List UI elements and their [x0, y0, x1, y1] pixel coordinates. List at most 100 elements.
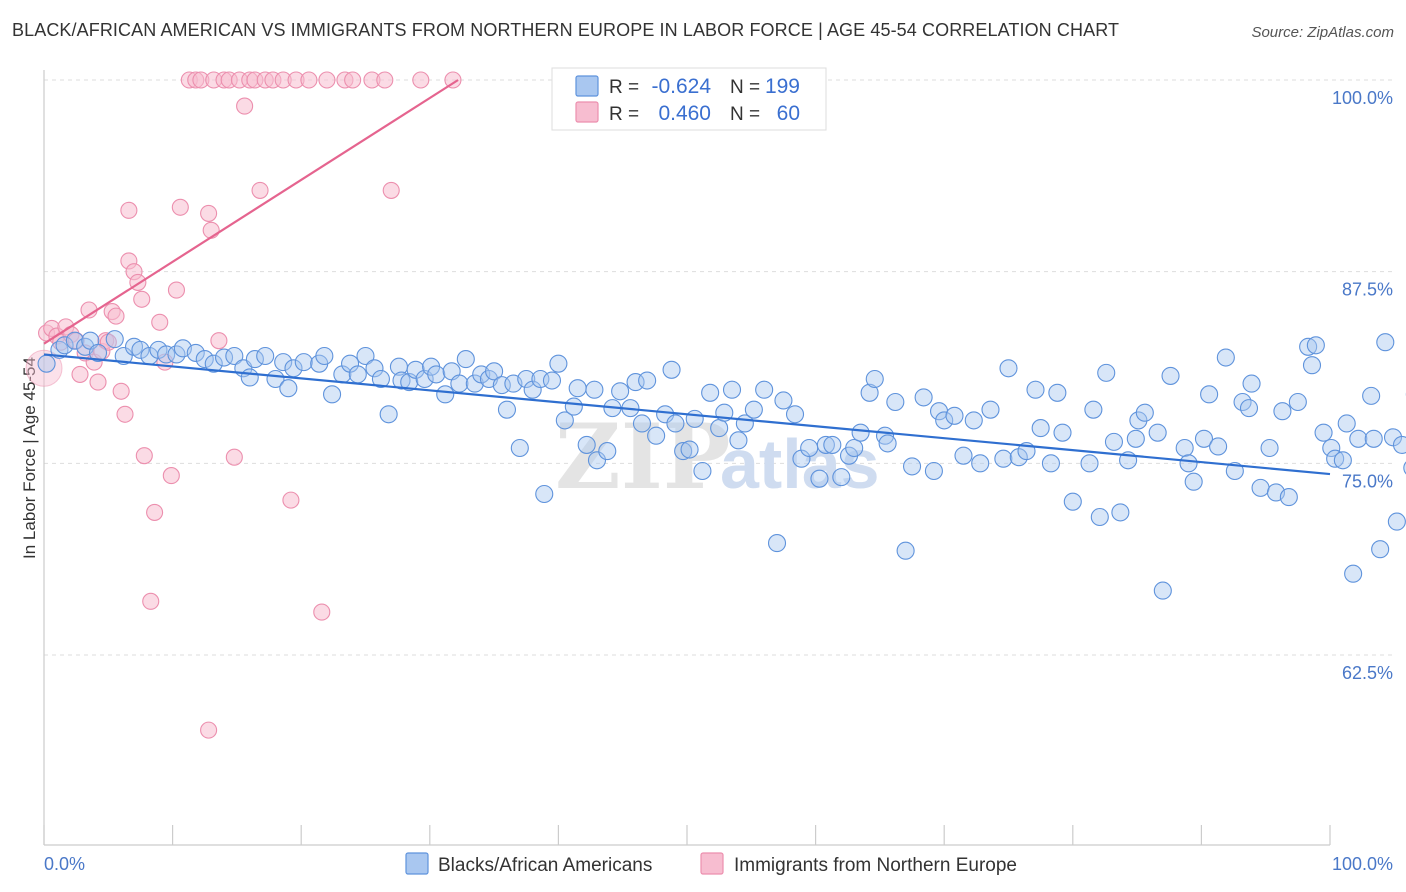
- data-point-blue: [1053, 423, 1072, 442]
- data-point-blue: [492, 376, 511, 395]
- series-legend: Blacks/African Americans Immigrants from…: [405, 852, 1017, 876]
- data-point-pink: [146, 503, 164, 521]
- data-point-blue: [1288, 392, 1307, 412]
- data-point-blue: [693, 461, 712, 481]
- data-point-blue: [1148, 423, 1167, 442]
- data-point-blue: [1090, 507, 1109, 527]
- data-point-blue: [744, 400, 763, 419]
- data-point-blue: [755, 380, 774, 399]
- data-point-pink: [151, 313, 169, 331]
- data-point-blue: [902, 457, 922, 476]
- data-point-pink: [162, 467, 180, 485]
- data-point-blue: [1239, 399, 1259, 418]
- data-point-blue: [240, 368, 259, 387]
- data-point-blue: [954, 446, 973, 465]
- data-point-blue: [1251, 478, 1270, 497]
- data-point-blue: [666, 414, 685, 433]
- data-point-blue: [816, 435, 835, 454]
- data-point-pink: [116, 405, 134, 423]
- legend-r-value-blue: -0.624: [651, 75, 711, 98]
- data-point-blue: [356, 346, 375, 366]
- data-point-blue: [1314, 423, 1333, 442]
- data-point-pink: [202, 221, 220, 239]
- data-point-blue: [767, 534, 787, 553]
- data-point-blue: [531, 369, 550, 389]
- data-point-blue: [674, 442, 693, 461]
- data-point-blue: [1153, 581, 1172, 600]
- data-point-blue: [315, 346, 334, 366]
- data-point-pink: [171, 198, 189, 216]
- data-point-blue: [1080, 454, 1099, 473]
- data-point-pink: [142, 592, 160, 610]
- data-point-blue: [1161, 366, 1180, 385]
- data-point-blue: [886, 392, 905, 412]
- series-blacks-african-americans: [37, 330, 1406, 600]
- data-point-blue: [1048, 383, 1067, 402]
- legend-swatch-blue: [575, 75, 599, 97]
- data-point-blue: [1111, 503, 1130, 522]
- data-point-blue: [865, 369, 884, 389]
- data-point-blue: [274, 353, 293, 372]
- data-point-blue: [510, 438, 529, 458]
- data-point-pink: [444, 71, 462, 89]
- data-point-blue: [1362, 386, 1381, 405]
- data-point-blue: [1333, 451, 1352, 470]
- data-point-blue: [685, 409, 704, 428]
- trend-line-blue: [43, 353, 1331, 476]
- data-point-blue: [65, 331, 84, 350]
- data-point-blue: [294, 353, 313, 372]
- data-point-blue: [1364, 429, 1383, 448]
- data-point-blue: [701, 383, 720, 402]
- data-point-blue: [935, 411, 954, 430]
- data-point-blue: [999, 359, 1018, 378]
- correlation-legend: R = -0.624 N = 199 R = 0.460 N = 60: [551, 67, 827, 131]
- data-point-blue: [549, 354, 568, 373]
- data-point-pink: [210, 332, 228, 350]
- data-point-blue: [896, 541, 915, 560]
- y-tick-label: 100.0%: [1332, 88, 1393, 108]
- data-point-blue: [971, 454, 990, 473]
- data-point-blue: [256, 346, 275, 366]
- data-point-pink: [71, 365, 89, 383]
- data-point-blue: [204, 354, 223, 373]
- x-tick-label-max: 100.0%: [1332, 854, 1393, 874]
- series-immigrants-northern-europe: [25, 71, 462, 739]
- data-point-pink: [282, 491, 300, 509]
- data-point-blue: [662, 360, 681, 379]
- data-point-blue: [1371, 540, 1390, 559]
- y-tick-label: 87.5%: [1342, 280, 1393, 300]
- data-point-blue: [555, 411, 574, 430]
- data-point-blue: [1349, 429, 1368, 448]
- data-point-blue: [1403, 461, 1406, 475]
- data-point-pink-cluster: [25, 349, 63, 387]
- bottom-legend-swatch-pink: [700, 852, 724, 875]
- data-point-blue: [860, 383, 879, 402]
- data-point-blue: [964, 411, 983, 430]
- data-point-blue: [568, 379, 587, 398]
- y-axis-title: In Labor Force | Age 45-54: [20, 357, 39, 559]
- trend-lines: [43, 79, 1331, 476]
- data-point-blue: [279, 379, 298, 398]
- legend-n-value-blue: 199: [765, 75, 800, 98]
- data-point-blue: [1299, 337, 1318, 356]
- data-point-blue: [1179, 454, 1198, 473]
- data-point-blue: [1209, 437, 1228, 456]
- data-point-blue: [1376, 333, 1395, 352]
- data-point-blue: [1302, 356, 1322, 375]
- data-point-pink: [412, 71, 430, 89]
- data-point-blue: [851, 423, 870, 442]
- data-point-pink: [376, 71, 394, 89]
- data-point-blue: [436, 385, 455, 404]
- legend-r-label-blue: R =: [609, 77, 639, 98]
- data-point-blue: [1135, 403, 1154, 422]
- data-point-blue: [1175, 438, 1194, 458]
- data-point-blue: [774, 391, 793, 410]
- data-point-blue: [924, 461, 943, 481]
- data-point-blue: [823, 435, 842, 454]
- data-point-blue: [577, 435, 596, 454]
- data-point-pink: [382, 181, 400, 199]
- chart-title: BLACK/AFRICAN AMERICAN VS IMMIGRANTS FRO…: [12, 20, 1120, 40]
- data-point-blue: [371, 369, 390, 389]
- data-point-blue: [535, 484, 554, 504]
